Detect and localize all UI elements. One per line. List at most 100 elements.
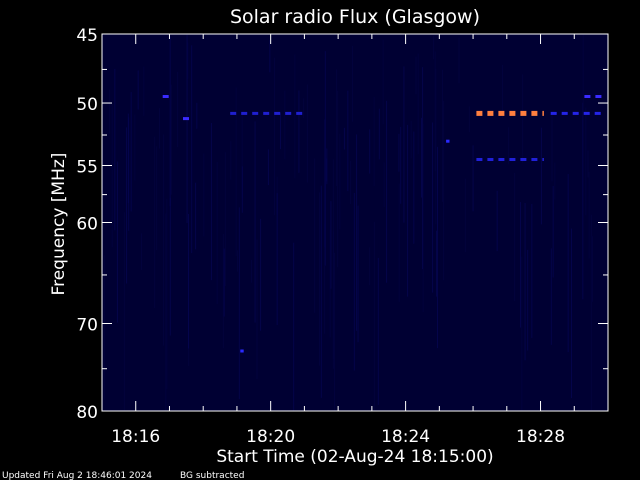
background-streak — [458, 37, 460, 84]
y-tick-label: 80 — [76, 403, 98, 423]
background-streak — [377, 257, 379, 405]
background-streak — [522, 74, 524, 164]
background-streak — [582, 102, 584, 300]
emission-mark-high — [531, 110, 538, 116]
background-streaks — [102, 34, 593, 411]
background-streak — [186, 34, 188, 224]
background-streak — [170, 84, 172, 195]
background-streak — [326, 158, 328, 182]
emission-mark-high — [487, 110, 494, 116]
emission-mark — [476, 158, 483, 161]
y-axis-label: Frequency [MHz] — [49, 153, 69, 296]
background-streak — [116, 161, 118, 323]
background-streak — [165, 213, 167, 411]
background-streak — [256, 239, 258, 380]
background-streak — [169, 197, 171, 336]
background-streak — [134, 114, 136, 181]
y-axis: 45 50 55 60 70 80 — [76, 26, 608, 423]
background-streak — [357, 205, 359, 343]
emission-mark — [285, 111, 292, 115]
emission-mark — [542, 158, 544, 161]
background-streak — [588, 171, 590, 259]
background-streak — [433, 35, 435, 60]
background-streak — [582, 34, 584, 118]
background-streak — [203, 153, 205, 237]
y-tick-label: 55 — [76, 157, 98, 177]
background-streak — [422, 67, 424, 270]
emission-mark — [531, 158, 538, 161]
background-streak — [343, 127, 345, 150]
y-tick-label: 45 — [76, 26, 98, 46]
x-tick-label: 18:16 — [111, 427, 160, 447]
background-streak — [339, 133, 341, 230]
background-streak — [347, 90, 349, 192]
background-streak — [567, 174, 569, 353]
emission-mark-high — [520, 110, 527, 116]
background-streak — [350, 160, 352, 204]
background-streak — [251, 259, 252, 283]
emission-mark — [487, 158, 494, 161]
x-tick-label: 18:20 — [246, 427, 295, 447]
background-streak — [114, 68, 116, 231]
emission-mark — [594, 111, 601, 115]
background-streak — [383, 162, 385, 208]
background-streak — [590, 214, 592, 411]
background-streak — [195, 182, 197, 250]
background-streak — [382, 39, 384, 125]
background-streak — [524, 203, 526, 361]
background-streak — [571, 228, 572, 399]
background-streak — [241, 166, 243, 213]
background-streak — [284, 90, 286, 160]
background-streak — [187, 42, 189, 79]
x-axis-label: Start Time (02-Aug-24 18:15:00) — [216, 447, 493, 467]
emission-mark — [561, 111, 568, 115]
emission-mark — [230, 111, 237, 115]
background-streak — [210, 123, 212, 281]
background-streak — [324, 223, 326, 334]
background-streak — [329, 229, 331, 338]
emission-mark — [296, 111, 303, 115]
background-streak — [527, 249, 529, 351]
background-streak — [163, 134, 165, 346]
background-streak — [413, 131, 415, 244]
emission-layer — [162, 95, 602, 353]
background-streak — [398, 183, 400, 302]
background-streak — [196, 102, 198, 129]
emission-mark — [446, 139, 450, 143]
background-streak — [276, 193, 278, 325]
y-tick-label: 70 — [76, 316, 98, 336]
emission-mark — [572, 111, 579, 115]
background-streak — [274, 57, 275, 216]
background-streak — [103, 255, 105, 400]
background-streak — [369, 247, 371, 286]
background-streak — [378, 108, 380, 160]
background-streak — [502, 64, 503, 118]
emission-mark — [252, 111, 259, 115]
background-streak — [223, 248, 225, 317]
background-streak — [154, 136, 156, 308]
background-streak — [324, 51, 326, 266]
emission-mark — [550, 111, 557, 115]
footer-note: BG subtracted — [180, 471, 244, 480]
background-streak — [230, 141, 232, 180]
emission-mark — [498, 158, 505, 161]
background-streak — [306, 84, 308, 183]
background-streak — [156, 146, 158, 251]
background-streak — [550, 248, 552, 345]
background-streak — [222, 234, 224, 349]
y-tick-label: 50 — [76, 95, 98, 115]
background-streak — [435, 68, 437, 225]
background-streak — [332, 159, 334, 360]
background-streak — [126, 127, 128, 284]
background-streak — [238, 207, 240, 400]
background-streak — [123, 212, 125, 411]
background-streak — [298, 90, 300, 173]
background-streak — [437, 146, 438, 349]
background-streak — [111, 104, 113, 248]
background-streak — [260, 218, 262, 331]
background-streak — [137, 70, 139, 110]
background-streak — [191, 45, 193, 254]
emission-mark — [509, 158, 516, 161]
emission-mark — [595, 95, 602, 98]
